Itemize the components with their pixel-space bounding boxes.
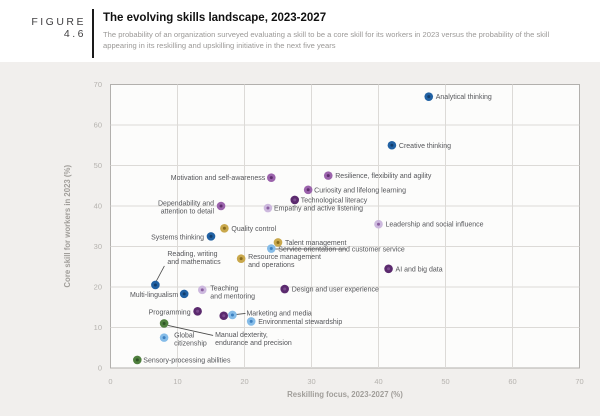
data-point-center-leadership-and-social-influence	[377, 222, 380, 226]
point-label-multi-lingualism: Multi-lingualism	[130, 292, 178, 299]
plot-area	[110, 84, 580, 369]
y-tick-label: 0	[98, 364, 102, 373]
data-point-center-technological-literacy	[293, 198, 297, 202]
point-label-technological-literacy: Technological literacy	[301, 197, 368, 204]
x-tick-label: 30	[307, 377, 315, 386]
data-point-center-programming	[196, 309, 200, 313]
data-point-center-curiosity-and-lifelong-learning	[306, 188, 310, 192]
leader-line-manual-dexterity-endurance-and-precision	[168, 325, 214, 336]
y-tick-label: 60	[94, 121, 102, 130]
point-label-talent-management: Talent management	[285, 240, 347, 247]
y-tick-label: 40	[94, 202, 102, 211]
point-label-teaching-and-mentoring: Teaching and mentoring	[210, 285, 255, 300]
y-tick-label: 50	[94, 161, 102, 170]
data-point-center-unlabeled-20	[222, 314, 226, 318]
data-point-center-sensory-processing-abilities	[135, 358, 139, 362]
y-tick-label: 20	[94, 283, 102, 292]
point-label-quality-control: Quality control	[231, 226, 276, 233]
data-point-center-quality-control	[222, 226, 226, 230]
x-axis-title: Reskilling focus, 2023-2027 (%)	[287, 390, 403, 399]
data-point-center-motivation-and-self-awareness	[269, 176, 273, 180]
point-label-manual-dexterity-endurance-and-precision: Manual dexterity, endurance and precision	[215, 332, 292, 347]
leader-line-reading-writing-and-mathematics	[156, 265, 165, 282]
point-label-programming: Programming	[149, 309, 191, 316]
data-point-center-multi-lingualism	[182, 292, 186, 296]
x-tick-label: 40	[374, 377, 382, 386]
y-axis-title: Core skill for workers in 2023 (%)	[63, 165, 72, 288]
leader-line-marketing-and-media	[236, 313, 246, 315]
data-point-center-resilience-flexibility-and-agility	[326, 174, 330, 178]
chart-subtitle: The probability of an organization surve…	[103, 30, 550, 50]
data-point-center-design-and-user-experience	[283, 287, 287, 291]
x-tick-label: 0	[108, 377, 112, 386]
y-tick-label: 30	[94, 242, 102, 251]
x-tick-label: 70	[575, 377, 583, 386]
figure-header: FIGURE 4.6 The evolving skills landscape…	[0, 0, 600, 62]
data-point-center-environmental-stewardship	[249, 319, 253, 323]
x-tick-label: 20	[240, 377, 248, 386]
point-label-systems-thinking: Systems thinking	[151, 234, 204, 241]
chart-title: The evolving skills landscape, 2023-2027	[103, 12, 327, 24]
header-divider	[92, 9, 94, 58]
figure-number-label: FIGURE 4.6	[31, 16, 86, 40]
point-label-ai-and-big-data: AI and big data	[396, 266, 443, 273]
data-point-center-dependability-and-attention-to-detail	[219, 204, 223, 208]
point-label-sensory-processing-abilities: Sensory-processing abilities	[143, 357, 231, 364]
data-point-center-service-orientation-and-customer-service	[269, 247, 273, 251]
data-point-center-empathy-and-active-listening	[266, 206, 270, 210]
point-label-empathy-and-active-listening: Empathy and active listening	[274, 206, 363, 213]
point-label-resource-management-and-operations: Resource management and operations	[248, 254, 321, 269]
data-point-center-marketing-and-media	[230, 313, 234, 317]
data-point-center-talent-management	[276, 240, 280, 244]
point-label-curiosity-and-lifelong-learning: Curiosity and lifelong learning	[314, 187, 406, 194]
point-label-environmental-stewardship: Environmental stewardship	[258, 319, 342, 326]
data-point-center-resource-management-and-operations	[239, 257, 243, 261]
data-point-center-ai-and-big-data	[387, 267, 391, 271]
data-point-center-reading-writing-and-mathematics	[153, 283, 157, 287]
point-label-design-and-user-experience: Design and user experience	[292, 287, 379, 294]
point-label-reading-writing-and-mathematics: Reading, writing and mathematics	[167, 251, 221, 266]
data-point-center-systems-thinking	[209, 234, 213, 238]
data-point-center-teaching-and-mentoring	[200, 288, 204, 292]
x-tick-label: 10	[173, 377, 181, 386]
point-label-service-orientation-and-customer-service: Service orientation and customer service	[278, 247, 405, 254]
data-point-center-manual-dexterity-endurance-and-precision	[162, 321, 166, 325]
point-label-resilience-flexibility-and-agility: Resilience, flexibility and agility	[335, 173, 432, 180]
point-label-dependability-and-attention-to-detail: Dependability and attention to detail	[158, 201, 214, 216]
data-point-center-global-citizenship	[162, 336, 166, 340]
point-label-leadership-and-social-influence: Leadership and social influence	[386, 222, 484, 229]
point-label-motivation-and-self-awareness: Motivation and self-awareness	[171, 175, 266, 182]
point-label-creative-thinking: Creative thinking	[399, 143, 451, 150]
data-point-center-analytical-thinking	[427, 95, 431, 99]
point-label-analytical-thinking: Analytical thinking	[436, 94, 492, 101]
y-tick-label: 10	[94, 323, 102, 332]
x-tick-label: 60	[508, 377, 516, 386]
y-tick-label: 70	[94, 80, 102, 89]
point-label-global-citizenship: Global citizenship	[174, 333, 207, 348]
data-point-center-creative-thinking	[390, 143, 394, 147]
point-label-marketing-and-media: Marketing and media	[246, 310, 311, 317]
x-tick-label: 50	[441, 377, 449, 386]
